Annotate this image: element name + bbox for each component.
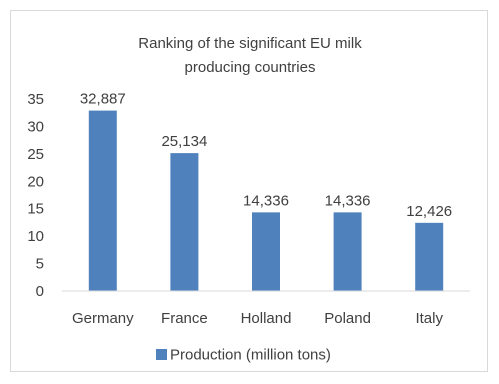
data-label-germany: 32,887 [80,91,126,108]
x-axis: Germany France Holland Poland Italy [72,310,443,327]
bar-germany [88,110,117,292]
chart-title-line-2: producing countries [185,59,316,76]
legend-swatch [156,349,167,360]
x-tick-label-italy: Italy [415,310,443,327]
x-tick-label-germany: Germany [72,310,134,327]
x-tick-label-poland: Poland [324,310,371,327]
bar-holland [252,212,280,291]
data-label-poland: 14,336 [325,192,371,209]
chart-title-line-1: Ranking of the significant EU milk [138,35,362,52]
bar-italy [415,222,444,291]
data-label-italy: 12,426 [406,203,452,220]
chart-title: Ranking of the significant EU milk produ… [138,35,362,76]
data-label-france: 25,134 [161,133,207,150]
y-axis: 0 5 10 15 20 25 30 35 [27,91,44,300]
y-tick-label: 25 [27,146,44,163]
bar-france [170,153,199,291]
y-tick-label: 15 [27,201,44,218]
bar-poland [333,212,362,291]
x-tick-label-holland: Holland [241,310,292,327]
legend: Production (million tons) [156,347,331,364]
y-tick-label: 0 [36,283,44,300]
y-tick-label: 30 [27,118,44,135]
x-tick-label-france: France [161,310,208,327]
data-label-holland: 14,336 [243,192,289,209]
y-tick-label: 20 [27,173,44,190]
y-tick-label: 35 [27,91,44,108]
y-tick-label: 10 [27,228,44,245]
legend-label: Production (million tons) [170,347,331,364]
y-tick-label: 5 [36,256,44,273]
data-labels: 32,887 25,134 14,336 14,336 12,426 [80,91,452,220]
bars [88,110,444,292]
